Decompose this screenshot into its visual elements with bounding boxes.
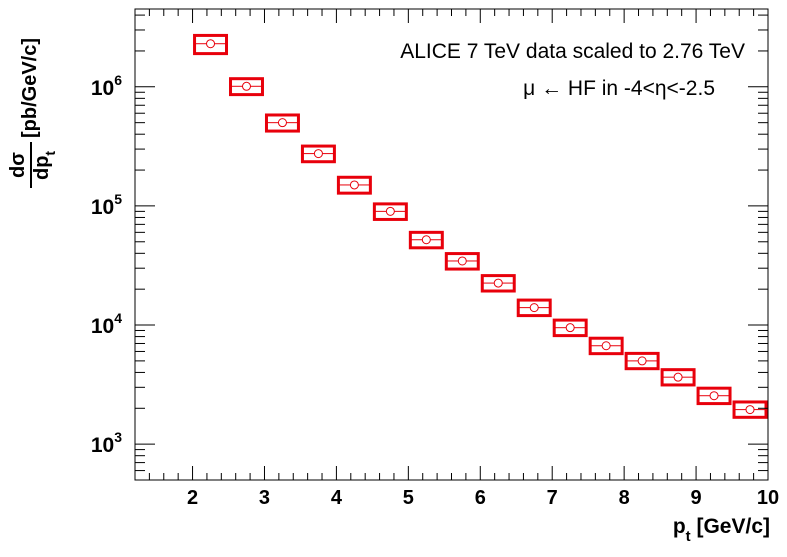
systematic-box: [193, 33, 229, 56]
data-point: [421, 235, 431, 245]
y-tick-label: 106: [91, 72, 122, 100]
y-axis-label-denominator-main: dp: [31, 156, 53, 180]
y-tick-label-base: 10: [91, 315, 114, 338]
data-point: [457, 256, 467, 266]
x-tick-label: 7: [547, 487, 558, 509]
x-axis-label: pt [GeV/c]: [673, 515, 770, 545]
data-point: [709, 391, 719, 401]
x-tick-label: 9: [691, 487, 702, 509]
x-tick-label: 10: [757, 487, 779, 509]
data-point: [349, 180, 359, 190]
y-tick-label-exponent: 5: [114, 191, 122, 207]
legend-line-2: μ ← HF in -4<η<-2.5: [523, 77, 715, 100]
x-tick-label: 6: [475, 487, 486, 509]
x-tick-label: 2: [187, 487, 198, 509]
y-axis-label-denominator-sub: t: [42, 151, 58, 156]
data-point: [241, 81, 251, 91]
x-axis-label-sub: t: [686, 528, 691, 545]
y-tick-label-base: 10: [91, 196, 114, 219]
y-axis-label: dσ dpt [pb/GeV/c]: [7, 38, 58, 188]
x-axis-label-unit: [GeV/c]: [691, 515, 770, 538]
data-point: [637, 356, 647, 366]
y-tick-label-base: 10: [91, 434, 114, 457]
y-axis-label-numerator: dσ: [7, 152, 29, 178]
x-axis-label-main: p: [673, 515, 686, 538]
x-tick-label: 5: [403, 487, 414, 509]
data-point: [206, 39, 216, 49]
y-axis-label-denominator: dpt: [31, 151, 58, 180]
data-marks: [193, 33, 768, 419]
data-point: [673, 372, 683, 382]
x-axis: 2 3 4 5 6 7 8 9 10: [134, 9, 779, 509]
data-point: [601, 341, 611, 351]
y-tick-label: 105: [91, 191, 122, 219]
y-axis-label-unit: [pb/GeV/c]: [19, 38, 41, 138]
x-tick-label: 3: [259, 487, 270, 509]
data-point: [493, 278, 503, 288]
x-tick-label: 4: [331, 487, 343, 509]
y-tick-label-base: 10: [91, 77, 114, 100]
y-tick-label-exponent: 4: [114, 310, 122, 326]
legend-line-1: ALICE 7 TeV data scaled to 2.76 TeV: [400, 40, 745, 63]
y-tick-label-exponent: 6: [114, 72, 122, 88]
y-tick-label-exponent: 3: [114, 429, 122, 445]
data-point: [529, 303, 539, 313]
data-point: [745, 405, 755, 415]
data-point: [277, 118, 287, 128]
y-tick-label: 104: [91, 310, 122, 338]
data-point: [385, 206, 395, 216]
y-tick-label: 103: [91, 429, 122, 457]
data-point: [565, 323, 575, 333]
x-tick-label: 8: [619, 487, 630, 509]
data-point: [313, 149, 323, 159]
